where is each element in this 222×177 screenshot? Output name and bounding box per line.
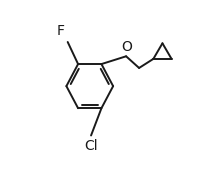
Text: O: O — [121, 40, 132, 54]
Text: Cl: Cl — [84, 139, 98, 153]
Text: F: F — [56, 24, 64, 38]
